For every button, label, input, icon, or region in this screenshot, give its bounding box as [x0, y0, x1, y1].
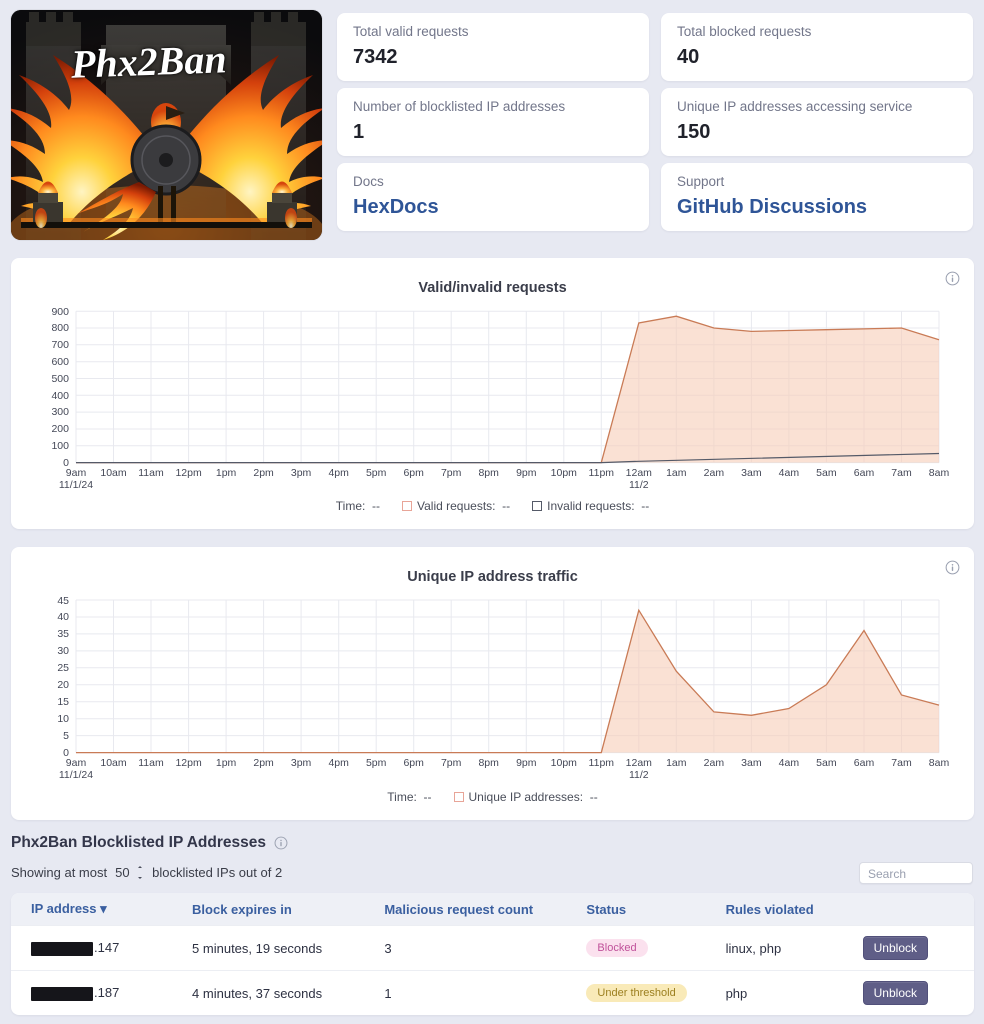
- svg-text:10: 10: [57, 713, 69, 725]
- svg-text:3pm: 3pm: [291, 757, 312, 769]
- svg-text:5pm: 5pm: [366, 467, 387, 479]
- svg-text:10am: 10am: [100, 757, 127, 769]
- svg-text:4am: 4am: [779, 757, 800, 769]
- svg-text:4pm: 4pm: [328, 757, 349, 769]
- svg-text:5: 5: [63, 730, 69, 742]
- svg-text:20: 20: [57, 679, 69, 691]
- svg-text:8pm: 8pm: [478, 757, 499, 769]
- svg-text:2am: 2am: [704, 467, 725, 479]
- svg-text:30: 30: [57, 645, 69, 657]
- svg-text:12am: 12am: [626, 757, 653, 769]
- svg-text:4pm: 4pm: [328, 467, 349, 479]
- svg-text:11/1/24: 11/1/24: [59, 769, 93, 781]
- svg-text:500: 500: [51, 373, 69, 385]
- svg-text:6am: 6am: [854, 757, 875, 769]
- svg-text:11am: 11am: [138, 467, 164, 479]
- svg-text:5am: 5am: [816, 467, 837, 479]
- svg-text:11/2: 11/2: [629, 479, 649, 491]
- svg-text:8am: 8am: [929, 467, 950, 479]
- svg-text:12pm: 12pm: [175, 467, 202, 479]
- svg-text:15: 15: [57, 696, 69, 708]
- svg-text:11am: 11am: [138, 757, 164, 769]
- svg-text:1pm: 1pm: [216, 757, 237, 769]
- svg-text:40: 40: [57, 611, 69, 623]
- svg-text:7pm: 7pm: [441, 757, 462, 769]
- svg-text:3am: 3am: [741, 757, 762, 769]
- svg-text:3pm: 3pm: [291, 467, 312, 479]
- svg-text:800: 800: [51, 322, 69, 334]
- svg-text:900: 900: [51, 306, 69, 318]
- svg-text:7pm: 7pm: [441, 467, 462, 479]
- svg-text:200: 200: [51, 423, 69, 435]
- svg-text:1am: 1am: [666, 757, 687, 769]
- svg-text:1am: 1am: [666, 467, 687, 479]
- svg-text:700: 700: [51, 339, 69, 351]
- svg-text:5pm: 5pm: [366, 757, 387, 769]
- svg-text:2pm: 2pm: [253, 757, 274, 769]
- svg-text:12pm: 12pm: [175, 757, 202, 769]
- svg-text:8am: 8am: [929, 757, 950, 769]
- svg-text:11pm: 11pm: [589, 757, 615, 769]
- svg-text:2pm: 2pm: [253, 467, 274, 479]
- svg-text:45: 45: [57, 595, 69, 607]
- svg-text:8pm: 8pm: [478, 467, 499, 479]
- svg-text:10am: 10am: [100, 467, 127, 479]
- svg-text:7am: 7am: [891, 467, 912, 479]
- svg-text:9am: 9am: [66, 757, 87, 769]
- svg-text:300: 300: [51, 406, 69, 418]
- svg-text:9am: 9am: [66, 467, 87, 479]
- svg-text:11pm: 11pm: [589, 467, 615, 479]
- svg-text:9pm: 9pm: [516, 757, 537, 769]
- svg-text:35: 35: [57, 628, 69, 640]
- svg-text:100: 100: [51, 440, 69, 452]
- svg-text:10pm: 10pm: [551, 467, 578, 479]
- svg-text:600: 600: [51, 356, 69, 368]
- svg-text:4am: 4am: [779, 467, 800, 479]
- svg-text:6am: 6am: [854, 467, 875, 479]
- svg-text:12am: 12am: [626, 467, 653, 479]
- svg-text:9pm: 9pm: [516, 467, 537, 479]
- svg-text:6pm: 6pm: [403, 467, 424, 479]
- svg-text:10pm: 10pm: [551, 757, 578, 769]
- svg-text:25: 25: [57, 662, 69, 674]
- svg-text:400: 400: [51, 390, 69, 402]
- svg-text:3am: 3am: [741, 467, 762, 479]
- svg-text:11/2: 11/2: [629, 769, 649, 781]
- svg-text:1pm: 1pm: [216, 467, 237, 479]
- svg-text:11/1/24: 11/1/24: [59, 479, 93, 491]
- svg-text:5am: 5am: [816, 757, 837, 769]
- svg-text:2am: 2am: [704, 757, 725, 769]
- svg-text:7am: 7am: [891, 757, 912, 769]
- svg-text:6pm: 6pm: [403, 757, 424, 769]
